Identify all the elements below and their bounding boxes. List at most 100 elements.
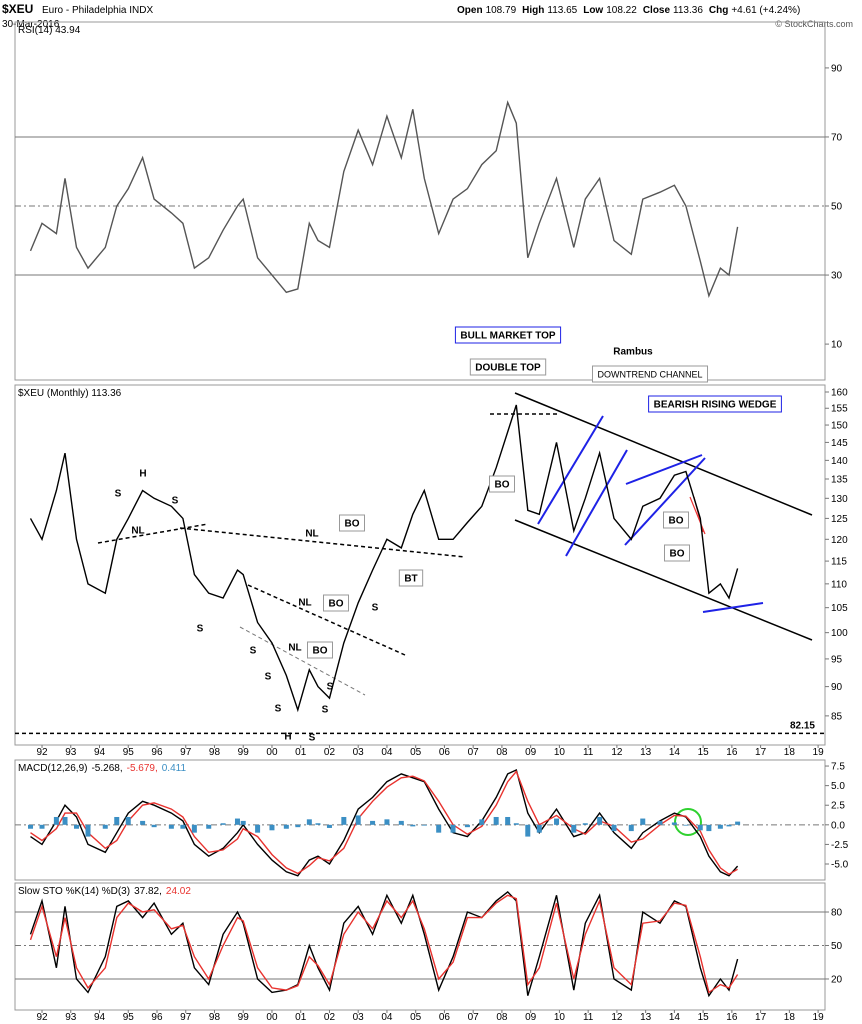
annotation-box <box>339 514 365 532</box>
x-tick-label: 15 <box>698 747 710 758</box>
y-tick-label: 155 <box>831 404 848 415</box>
annotation: DOUBLE TOP <box>475 363 541 374</box>
instrument-name: Euro - Philadelphia INDX <box>42 5 153 16</box>
annotation: BO <box>669 516 684 527</box>
histogram-bar <box>28 824 34 829</box>
x-tick-label: 17 <box>755 1012 767 1023</box>
panel: -5.0 -2.5 0.0 2.5 5.0 7.5 MACD(12,26,9) -5.268,… <box>14 759 849 881</box>
series-line <box>29 404 739 713</box>
x-tick-label: 00 <box>266 747 278 758</box>
x-tick-label: 02 <box>324 1012 336 1023</box>
y-tick-label: 85 <box>831 711 843 722</box>
histogram-bar <box>191 824 197 833</box>
annotation-box <box>489 475 515 493</box>
panel-title: $XEU (Monthly) 113.36 <box>18 388 122 399</box>
histogram-bar <box>513 823 519 825</box>
y-tick-label: 110 <box>831 579 847 590</box>
histogram-bar <box>683 824 689 826</box>
annotation: S <box>372 603 379 614</box>
x-tick-label: 95 <box>123 747 135 758</box>
x-tick-label: 06 <box>439 747 451 758</box>
histogram-bar <box>717 824 723 829</box>
annotation: S <box>250 646 257 657</box>
panel-title: RSI(14) 43.94 <box>18 25 81 36</box>
x-tick-label: 11 <box>583 1012 594 1023</box>
quote-value: +4.61 (+4.24%) <box>731 5 800 16</box>
histogram-bar <box>234 818 240 825</box>
x-tick-label: 11 <box>583 747 594 758</box>
annotation: S <box>327 682 334 693</box>
x-tick-label: 93 <box>65 747 77 758</box>
quote-value: 108.22 <box>606 5 637 16</box>
annotation: NL <box>298 598 311 609</box>
histogram-bar <box>168 824 174 829</box>
neckline <box>179 527 466 558</box>
y-tick-label: 135 <box>831 474 848 485</box>
x-tick-label: 16 <box>726 1012 738 1023</box>
histogram-bar <box>370 820 376 825</box>
x-tick-label: 18 <box>784 747 796 758</box>
y-tick-label: 20 <box>831 974 843 985</box>
y-tick-label: 130 <box>831 494 848 505</box>
annotation: S <box>115 489 122 500</box>
histogram-bar <box>450 824 456 833</box>
readout: 0.411 <box>162 763 187 774</box>
y-tick-label: 95 <box>831 654 843 665</box>
x-tick-label: 96 <box>151 1012 163 1023</box>
histogram-bar <box>505 816 511 825</box>
x-tick-label: 14 <box>669 747 681 758</box>
annotation: BULL MARKET TOP <box>460 331 556 342</box>
histogram-bar <box>571 824 577 833</box>
y-tick-label: 125 <box>831 514 848 525</box>
annotation-box <box>648 395 782 413</box>
histogram-bar <box>269 824 275 831</box>
credit: © StockCharts.com <box>775 19 853 29</box>
series-line <box>30 770 738 876</box>
annotation: BO <box>345 519 360 530</box>
wedge-line <box>625 454 703 485</box>
histogram-bar <box>74 824 80 829</box>
histogram-bar <box>341 816 347 825</box>
histogram-bar <box>398 820 404 825</box>
panel-title-text: RSI(14) 43.94 <box>18 25 81 36</box>
panel: 10 30 50 70 90 RSI(14) 43.94 <box>14 21 843 381</box>
histogram-bar <box>697 824 703 831</box>
trend-line <box>565 449 628 557</box>
annotation: BO <box>313 646 328 657</box>
x-tick-label: 14 <box>669 1012 681 1023</box>
annotation: BO <box>329 599 344 610</box>
annotation-box <box>454 326 562 344</box>
x-tick-label: 98 <box>209 1012 221 1023</box>
x-tick-label: 01 <box>295 747 307 758</box>
histogram-bar <box>53 816 59 825</box>
annotation: S <box>322 705 329 716</box>
neckline <box>239 626 366 696</box>
histogram-bar <box>536 824 542 833</box>
histogram-bar <box>464 824 470 828</box>
x-tick-label: 15 <box>698 1012 710 1023</box>
histogram-bar <box>85 824 91 837</box>
histogram-bar <box>384 819 390 825</box>
x-tick-label: 05 <box>410 747 422 758</box>
neckline <box>247 584 406 656</box>
annotation: BT <box>404 574 417 585</box>
y-tick-label: 30 <box>831 271 843 282</box>
y-tick-label: 140 <box>831 456 848 467</box>
series-line <box>29 894 739 994</box>
panel-title-text: Slow STO %K(14) %D(3) <box>18 886 130 897</box>
x-tick-label: 02 <box>324 747 336 758</box>
annotation: NL <box>305 529 318 540</box>
histogram-bar <box>140 820 146 825</box>
annotation-box <box>307 641 333 659</box>
histogram-bar <box>180 824 186 829</box>
x-tick-label: 98 <box>209 747 221 758</box>
x-tick-label: 00 <box>266 1012 278 1023</box>
annotation: S <box>265 672 272 683</box>
histogram-bar <box>283 824 289 829</box>
annotation: Rambus <box>613 347 653 358</box>
panel: 20 50 80 92 93 94 95 96 97 98 99 00 01 02 03 04 05 06 07 08… <box>14 882 843 1023</box>
trend-lines <box>97 392 813 836</box>
panel-title-text: MACD(12,26,9) <box>18 763 87 774</box>
x-tick-label: 07 <box>468 747 480 758</box>
